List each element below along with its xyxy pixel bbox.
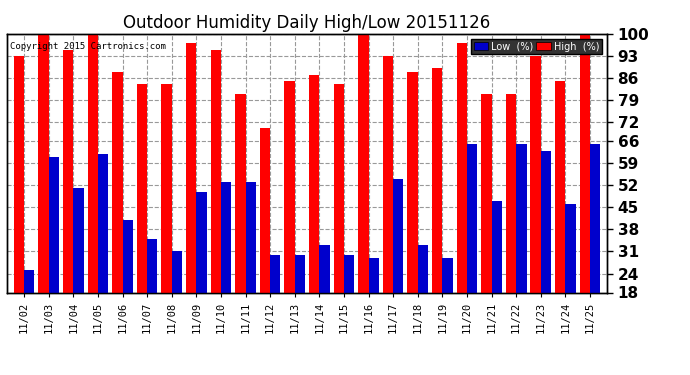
- Bar: [457, 43, 467, 349]
- Bar: [246, 182, 256, 349]
- Bar: [481, 94, 491, 349]
- Bar: [555, 81, 565, 349]
- Bar: [197, 192, 207, 349]
- Bar: [123, 220, 133, 349]
- Bar: [344, 255, 354, 349]
- Bar: [334, 84, 344, 349]
- Bar: [442, 258, 453, 349]
- Bar: [49, 157, 59, 349]
- Title: Outdoor Humidity Daily High/Low 20151126: Outdoor Humidity Daily High/Low 20151126: [124, 14, 491, 32]
- Bar: [491, 201, 502, 349]
- Bar: [580, 34, 590, 349]
- Bar: [39, 34, 49, 349]
- Bar: [270, 255, 280, 349]
- Bar: [137, 84, 147, 349]
- Bar: [383, 56, 393, 349]
- Bar: [14, 56, 24, 349]
- Bar: [432, 69, 442, 349]
- Bar: [295, 255, 305, 349]
- Bar: [417, 245, 428, 349]
- Bar: [284, 81, 295, 349]
- Bar: [531, 56, 541, 349]
- Legend: Low  (%), High  (%): Low (%), High (%): [471, 39, 602, 54]
- Bar: [309, 75, 319, 349]
- Bar: [98, 154, 108, 349]
- Bar: [186, 43, 197, 349]
- Bar: [172, 252, 182, 349]
- Bar: [506, 94, 516, 349]
- Bar: [590, 144, 600, 349]
- Bar: [393, 179, 404, 349]
- Bar: [467, 144, 477, 349]
- Bar: [112, 72, 123, 349]
- Bar: [358, 34, 368, 349]
- Bar: [541, 150, 551, 349]
- Bar: [260, 128, 270, 349]
- Bar: [221, 182, 231, 349]
- Bar: [565, 204, 575, 349]
- Bar: [516, 144, 526, 349]
- Bar: [63, 50, 73, 349]
- Bar: [73, 188, 83, 349]
- Bar: [319, 245, 330, 349]
- Bar: [24, 270, 34, 349]
- Bar: [88, 34, 98, 349]
- Text: Copyright 2015 Cartronics.com: Copyright 2015 Cartronics.com: [10, 42, 166, 51]
- Bar: [147, 239, 157, 349]
- Bar: [368, 258, 379, 349]
- Bar: [407, 72, 417, 349]
- Bar: [235, 94, 246, 349]
- Bar: [161, 84, 172, 349]
- Bar: [210, 50, 221, 349]
